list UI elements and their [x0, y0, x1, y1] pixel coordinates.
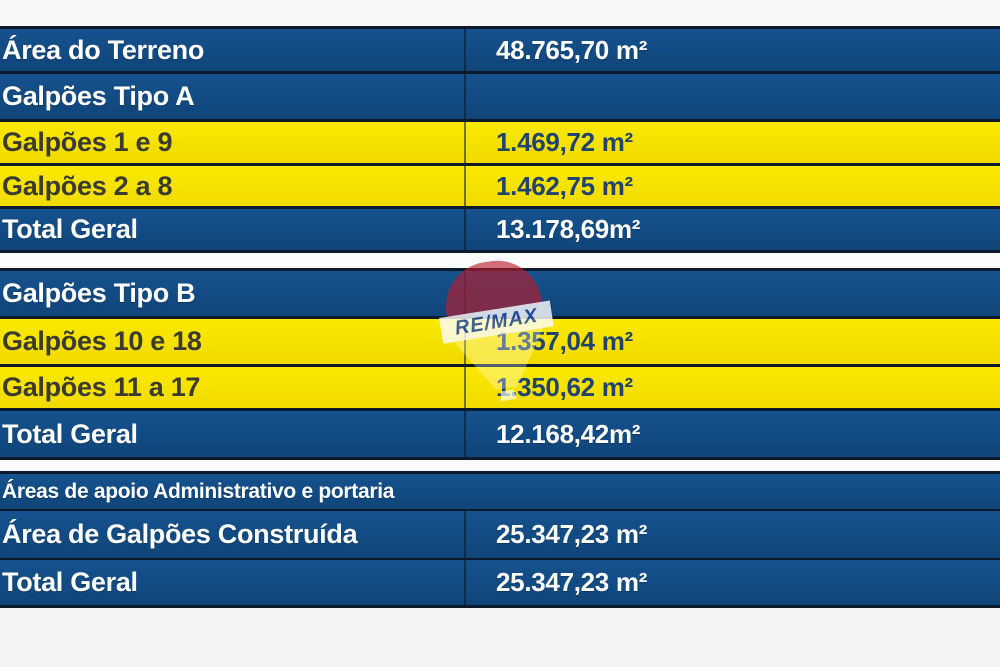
column-divider [464, 29, 466, 71]
column-divider [464, 271, 466, 316]
column-divider [464, 166, 466, 206]
table-section-tipo-b: Galpões Tipo B Galpões 10 e 18 1.357,04 … [0, 268, 1000, 460]
table-section-areas-de-apoio: Áreas de apoio Administrativo e portaria… [0, 471, 1000, 608]
section-gap [0, 253, 1000, 268]
table-row: Total Geral 25.347,23 m² [0, 558, 1000, 605]
row-value: 25.347,23 m² [496, 567, 648, 597]
table-row: Área de Galpões Construída 25.347,23 m² [0, 509, 1000, 558]
row-label: Galpões 11 a 17 [2, 372, 201, 402]
row-label: Galpões 10 e 18 [2, 326, 202, 356]
row-label: Áreas de apoio Administrativo e portaria [2, 479, 395, 503]
column-divider [464, 367, 466, 408]
row-value: 1.469,72 m² [496, 127, 633, 157]
column-divider [464, 411, 466, 457]
column-divider [464, 209, 466, 250]
table-row: Galpões 10 e 18 1.357,04 m² [0, 316, 1000, 364]
row-value: 1.357,04 m² [496, 326, 633, 356]
row-value: 13.178,69m² [496, 214, 641, 244]
column-divider [464, 122, 466, 163]
row-label: Galpões 2 a 8 [2, 170, 173, 201]
section-gap [0, 460, 1000, 471]
table-row: Galpões 11 a 17 1.350,62 m² [0, 364, 1000, 408]
row-label: Total Geral [2, 214, 138, 244]
row-label: Galpões 1 e 9 [2, 127, 173, 157]
row-value: 48.765,70 m² [496, 34, 648, 65]
row-value: 1.350,62 m² [496, 372, 633, 402]
top-margin [0, 0, 1000, 26]
row-value: 12.168,42m² [496, 418, 641, 449]
table-section-terreno-tipo-a: Área do Terreno 48.765,70 m² Galpões Tip… [0, 26, 1000, 253]
table-row: Galpões Tipo B [0, 271, 1000, 316]
row-label: Galpões Tipo B [2, 278, 196, 308]
table-row: Galpões 2 a 8 1.462,75 m² [0, 163, 1000, 206]
row-label: Área do Terreno [2, 34, 205, 65]
row-label: Área de Galpões Construída [2, 519, 358, 549]
table-row: Galpões 1 e 9 1.469,72 m² [0, 119, 1000, 163]
column-divider [464, 74, 466, 119]
bottom-margin [0, 608, 1000, 666]
table-row: Áreas de apoio Administrativo e portaria [0, 474, 1000, 509]
row-label: Galpões Tipo A [2, 81, 195, 111]
table-row: Galpões Tipo A [0, 71, 1000, 119]
row-label: Total Geral [2, 418, 138, 449]
column-divider [464, 319, 466, 364]
row-value: 25.347,23 m² [496, 519, 648, 549]
column-divider [464, 560, 466, 605]
table-row: Total Geral 13.178,69m² [0, 206, 1000, 250]
row-value: 1.462,75 m² [496, 170, 633, 201]
row-label: Total Geral [2, 567, 138, 597]
column-divider [464, 511, 466, 558]
table-row: Total Geral 12.168,42m² [0, 408, 1000, 457]
table-row: Área do Terreno 48.765,70 m² [0, 29, 1000, 71]
